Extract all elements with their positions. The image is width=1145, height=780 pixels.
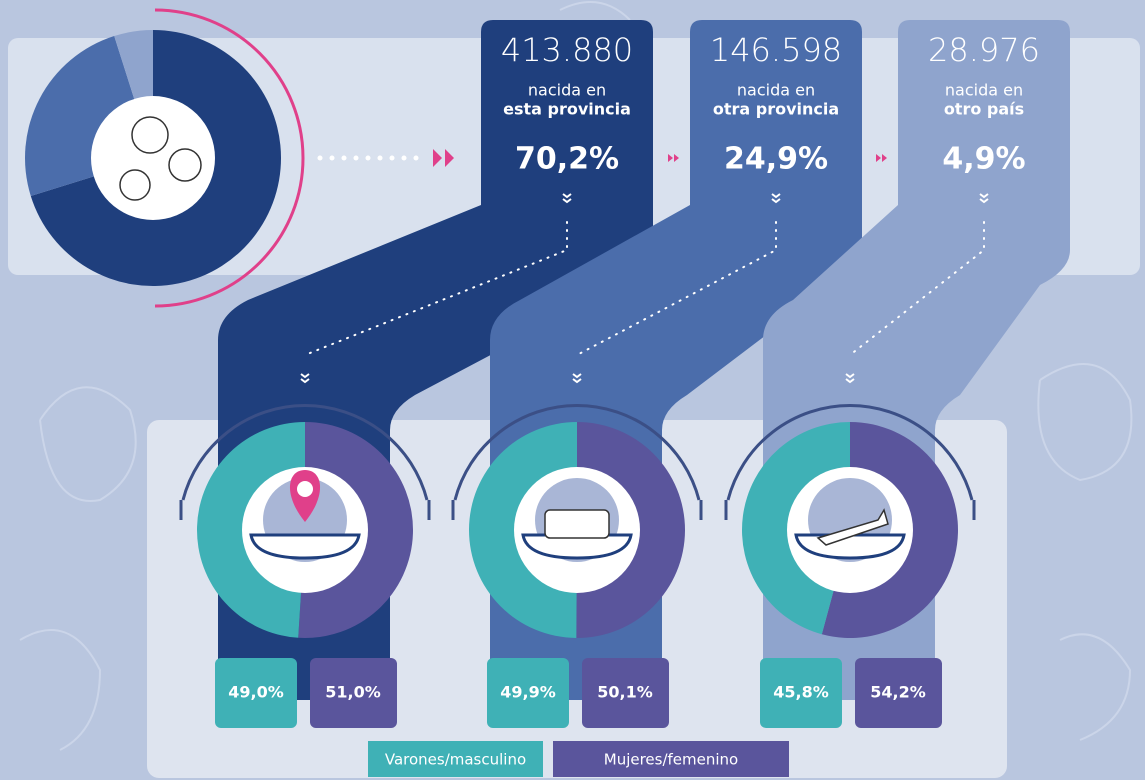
- value-label: 50,1%: [597, 683, 653, 702]
- category: otra provincia: [713, 100, 839, 119]
- category: otro país: [944, 100, 1024, 119]
- percent: 24,9%: [724, 142, 828, 177]
- category-prefix: nacida en: [737, 81, 815, 100]
- value-label: 49,0%: [228, 683, 284, 702]
- count: 413.880: [501, 31, 633, 69]
- value-label: 49,9%: [500, 683, 556, 702]
- percent: 70,2%: [515, 142, 619, 177]
- value-label: 51,0%: [325, 683, 381, 702]
- value-label: 45,8%: [773, 683, 829, 702]
- count: 146.598: [710, 31, 842, 69]
- pin-hole: [297, 481, 313, 497]
- category-prefix: nacida en: [945, 81, 1023, 100]
- count: 28.976: [928, 31, 1040, 69]
- infographic: 413.880nacida enesta provincia70,2%146.5…: [0, 0, 1145, 780]
- dots: [318, 156, 419, 161]
- category: esta provincia: [503, 100, 631, 119]
- bus-icon: [545, 510, 609, 538]
- value-label: 54,2%: [870, 683, 926, 702]
- percent: 4,9%: [942, 142, 1025, 177]
- legend-label: Varones/masculino: [385, 751, 526, 769]
- category-prefix: nacida en: [528, 81, 606, 100]
- pie-center: [91, 96, 215, 220]
- legend-label: Mujeres/femenino: [604, 751, 739, 769]
